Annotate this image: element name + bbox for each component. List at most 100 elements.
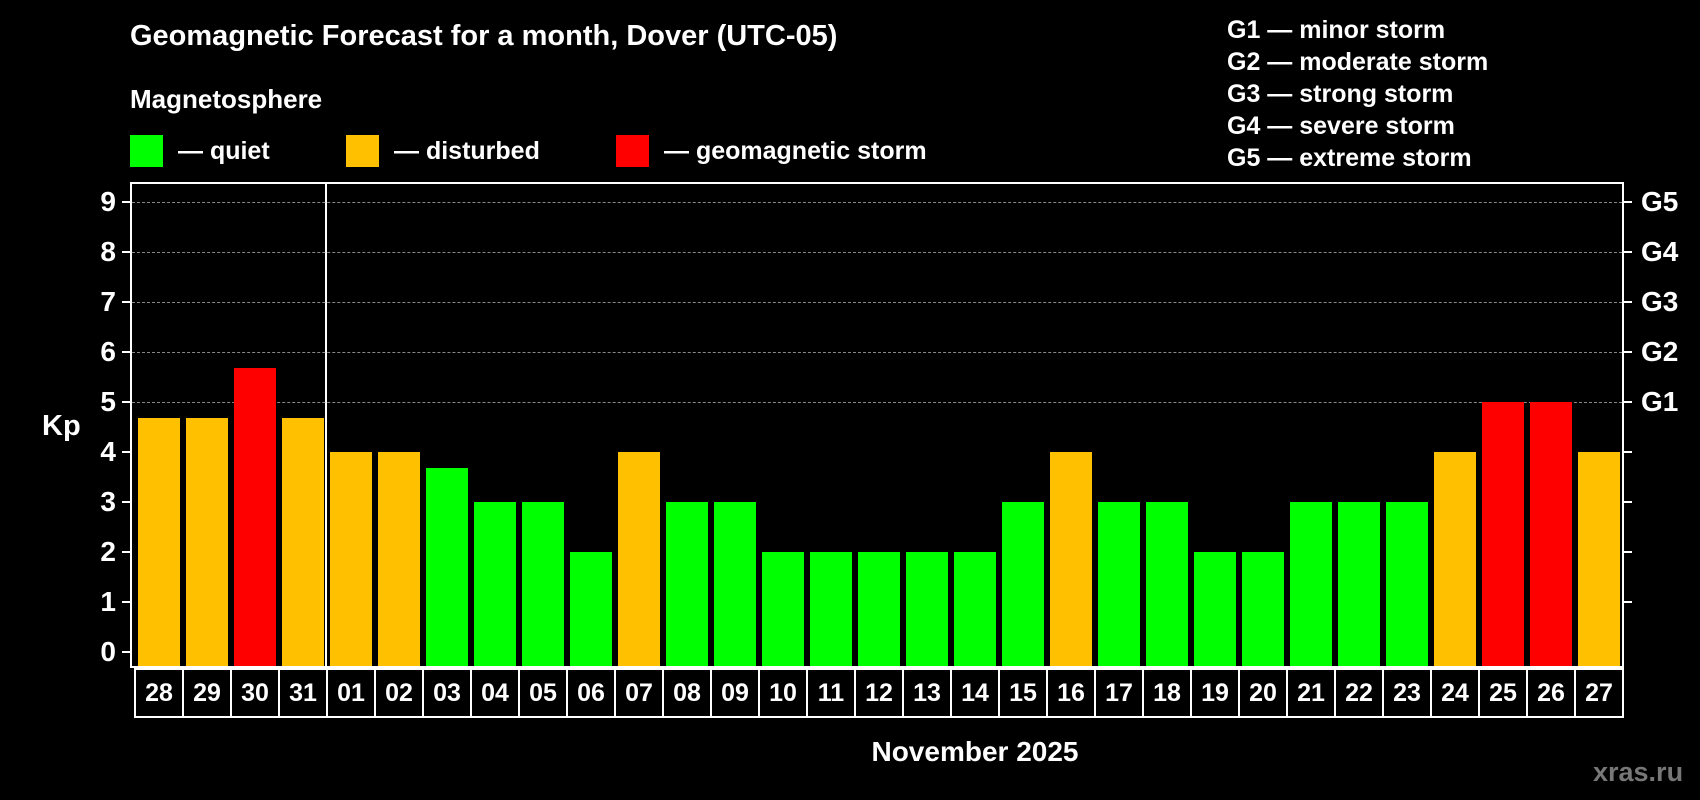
y-tick [122, 350, 130, 353]
bar-21 [1290, 501, 1332, 666]
g-scale-item: G5 — extreme storm [1227, 144, 1472, 172]
date-cell: 31 [278, 668, 328, 718]
bar-31 [282, 418, 324, 666]
y-tick-label: 0 [100, 635, 116, 667]
bar-26 [1530, 401, 1572, 666]
right-tick [1624, 350, 1632, 353]
bar-11 [810, 551, 852, 666]
bar-20 [1242, 551, 1284, 666]
y-tick [122, 500, 130, 503]
bar-05 [522, 501, 564, 666]
date-cell: 23 [1382, 668, 1432, 718]
date-cell: 09 [710, 668, 760, 718]
date-cell: 26 [1526, 668, 1576, 718]
bar-12 [858, 551, 900, 666]
y-tick [122, 450, 130, 453]
storm-swatch-icon [616, 135, 649, 167]
bar-16 [1050, 451, 1092, 666]
bar-22 [1338, 501, 1380, 666]
g-level-label: G5 [1641, 185, 1679, 217]
right-tick [1624, 300, 1632, 303]
g-scale-item: G1 — minor storm [1227, 16, 1446, 44]
date-cell: 18 [1142, 668, 1192, 718]
date-cell: 27 [1574, 668, 1624, 718]
date-cell: 12 [854, 668, 904, 718]
date-cell: 01 [326, 668, 376, 718]
bar-18 [1146, 501, 1188, 666]
y-tick-label: 8 [100, 235, 116, 267]
date-cell: 07 [614, 668, 664, 718]
bar-23 [1386, 501, 1428, 666]
y-tick-label: 5 [100, 385, 116, 417]
date-cell: 22 [1334, 668, 1384, 718]
date-cell: 04 [470, 668, 520, 718]
bar-14 [954, 551, 996, 666]
gridline [132, 351, 1622, 353]
date-cell: 05 [518, 668, 568, 718]
bar-10 [762, 551, 804, 666]
bar-04 [474, 501, 516, 666]
bar-02 [378, 451, 420, 666]
legend-item-storm: — geomagnetic storm [616, 135, 927, 167]
date-cell: 19 [1190, 668, 1240, 718]
date-cell: 29 [182, 668, 232, 718]
bar-08 [666, 501, 708, 666]
legend-label: — geomagnetic storm [664, 136, 927, 165]
y-tick-label: 2 [100, 535, 116, 567]
date-cell: 30 [230, 668, 280, 718]
bar-15 [1002, 501, 1044, 666]
legend-item-quiet: — quiet [130, 135, 270, 167]
date-cell: 11 [806, 668, 856, 718]
y-tick [122, 550, 130, 553]
y-tick-label: 6 [100, 335, 116, 367]
watermark: xras.ru [1593, 757, 1684, 787]
date-cell: 03 [422, 668, 472, 718]
g-scale-item: G4 — severe storm [1227, 112, 1455, 140]
legend-heading: Magnetosphere [130, 84, 323, 114]
right-tick [1624, 200, 1632, 203]
y-tick-label: 3 [100, 485, 116, 517]
date-cell: 02 [374, 668, 424, 718]
bar-01 [330, 451, 372, 666]
bar-03 [426, 468, 468, 666]
legend-label: — disturbed [394, 136, 540, 165]
chart-title: Geomagnetic Forecast for a month, Dover … [130, 20, 838, 52]
date-cell: 25 [1478, 668, 1528, 718]
right-tick [1624, 550, 1632, 553]
right-tick [1624, 500, 1632, 503]
date-cell: 20 [1238, 668, 1288, 718]
x-axis-label: November 2025 [871, 736, 1079, 767]
right-tick [1624, 600, 1632, 603]
date-cell: 24 [1430, 668, 1480, 718]
g-level-label: G1 [1641, 385, 1679, 417]
right-tick [1624, 400, 1632, 403]
y-tick-label: 7 [100, 285, 116, 317]
legend-label: — quiet [178, 136, 270, 165]
bar-28 [138, 418, 180, 666]
plot-area [130, 182, 1624, 668]
g-scale-item: G3 — strong storm [1227, 80, 1454, 108]
quiet-swatch-icon [130, 135, 163, 167]
bar-17 [1098, 501, 1140, 666]
bar-09 [714, 501, 756, 666]
gridline [132, 401, 1622, 403]
date-cell: 06 [566, 668, 616, 718]
g-scale-legend: G1 — minor storm G2 — moderate storm G3 … [1227, 14, 1488, 174]
y-tick [122, 650, 130, 653]
right-tick [1624, 250, 1632, 253]
g-level-label: G3 [1641, 285, 1679, 317]
bar-30 [234, 368, 276, 666]
y-tick [122, 300, 130, 303]
bar-13 [906, 551, 948, 666]
bar-25 [1482, 401, 1524, 666]
y-tick [122, 200, 130, 203]
x-axis-date-row: 28 29 30 31 01 02 03 04 05 06 07 08 09 10 11 12 13 14 15 16… [134, 668, 1624, 718]
bar-19 [1194, 551, 1236, 666]
gridline [132, 301, 1622, 303]
y-tick-label: 9 [100, 185, 116, 217]
date-cell: 16 [1046, 668, 1096, 718]
g-scale-item: G2 — moderate storm [1227, 48, 1489, 76]
date-cell: 13 [902, 668, 952, 718]
gridline [132, 251, 1622, 253]
date-cell: 15 [998, 668, 1048, 718]
